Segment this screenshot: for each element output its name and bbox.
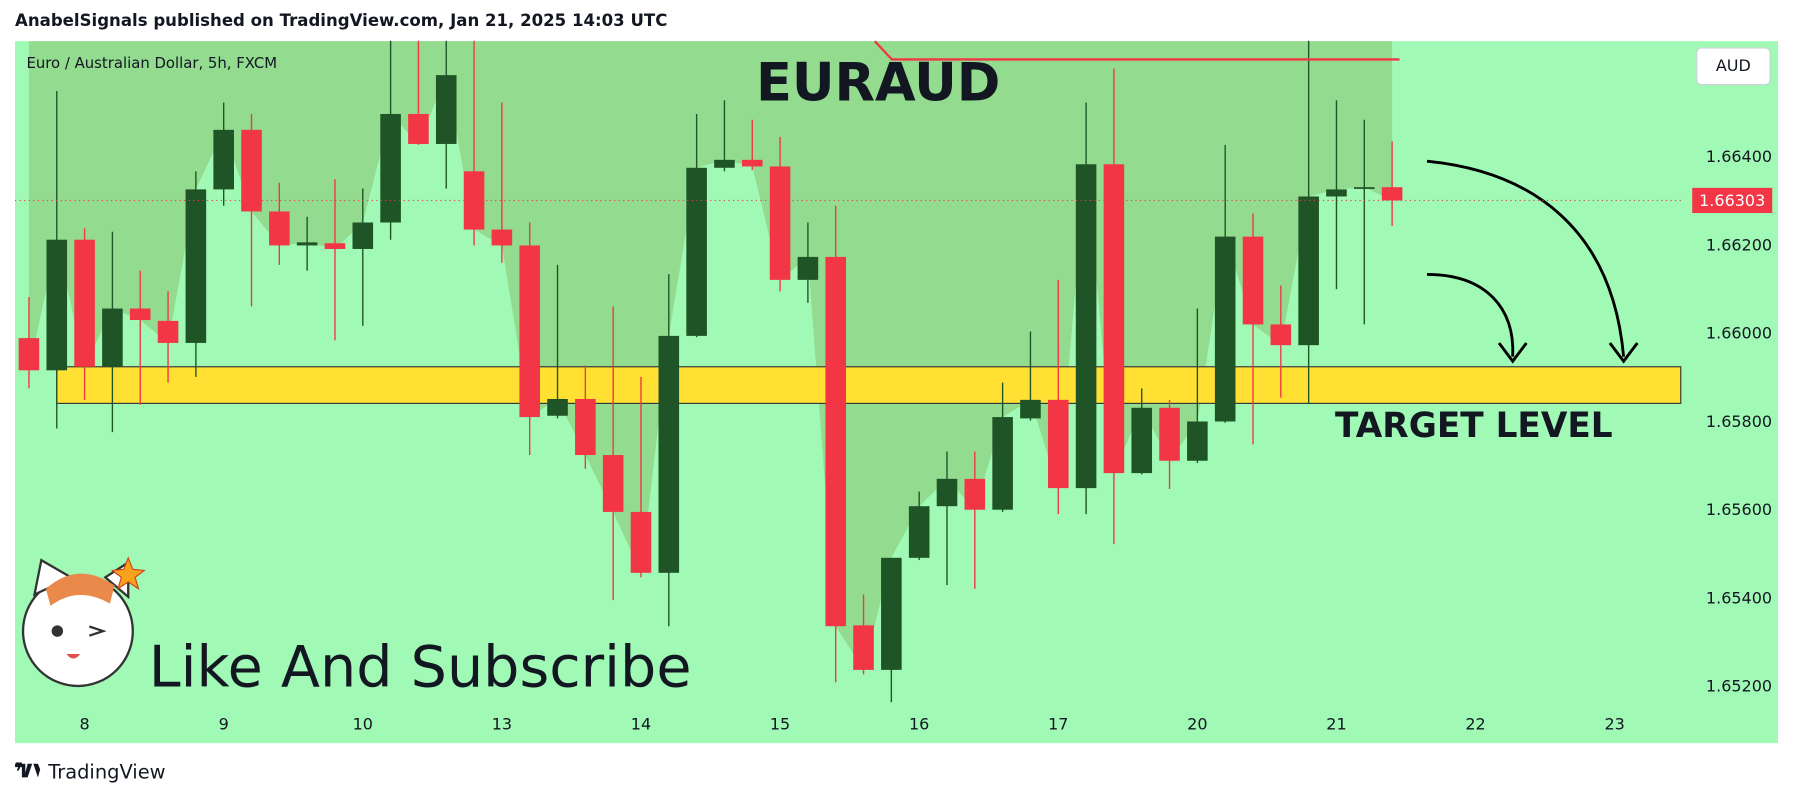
candle-body: [881, 557, 902, 670]
cat-sticker: [21, 556, 146, 688]
logo-icon: [15, 763, 41, 778]
candle-body: [129, 308, 151, 321]
x-tick-label: 8: [79, 714, 89, 733]
candle-body: [1381, 187, 1403, 201]
candle-body: [992, 417, 1013, 510]
target-zone: [56, 366, 1682, 404]
candle-body: [575, 398, 596, 456]
candle-body: [853, 625, 874, 670]
candle-body: [46, 239, 68, 371]
price-tag-label: 1.66303: [1699, 191, 1765, 210]
candle-body: [1214, 236, 1236, 422]
candle-body: [157, 320, 179, 343]
candle-body: [18, 338, 40, 371]
arrow-curve: [1426, 159, 1626, 357]
candle-body: [213, 129, 234, 190]
candle-body: [1298, 196, 1319, 346]
candle-body: [352, 222, 374, 249]
x-tick-label: 9: [219, 714, 229, 733]
candle-body: [185, 189, 207, 343]
candle-body: [630, 511, 652, 573]
x-tick-label: 22: [1465, 714, 1485, 733]
arrow-head: [1608, 342, 1639, 364]
candle-body: [241, 129, 262, 212]
area-layer: [28, 41, 1393, 670]
drawing-line: [873, 40, 1400, 61]
candle-body: [964, 478, 986, 510]
publish-header: AnabelSignals published on TradingView.c…: [15, 11, 667, 30]
x-tick-label: 16: [909, 714, 929, 733]
x-tick-label: 13: [492, 714, 512, 733]
x-tick-label: 20: [1187, 714, 1207, 733]
x-tick-label: 14: [631, 714, 651, 733]
candle-body: [463, 171, 485, 230]
candle-body: [769, 166, 791, 280]
candle-body: [714, 159, 735, 168]
zone-label: TARGET LEVEL: [1335, 406, 1613, 446]
annotation: Like And Subscribe: [149, 635, 692, 701]
logo-mark: ⁷: [15, 761, 23, 782]
y-tick-label: 1.65200: [1706, 677, 1772, 696]
candle-body: [1131, 407, 1153, 474]
footer-logo: TradingView: [47, 760, 165, 783]
candle-body: [825, 256, 847, 627]
candle-body: [1020, 399, 1041, 419]
candle-body: [1103, 164, 1125, 474]
candle-body: [1270, 324, 1292, 346]
chart-title: EURAUD: [756, 52, 1001, 113]
candle-body: [1187, 421, 1208, 461]
arrow-head: [1497, 342, 1528, 364]
currency-label[interactable]: AUD: [1716, 56, 1751, 75]
x-tick-label: 15: [770, 714, 790, 733]
candle-body: [269, 211, 290, 246]
y-tick-label: 1.66000: [1706, 324, 1772, 343]
zone-layer: [56, 366, 1682, 404]
candle-body: [908, 506, 930, 558]
axis-layer: 1.66303 1.66400 1.66200 1.66000 1.65800 1.656…: [15, 147, 1773, 733]
x-tick-label: 17: [1048, 714, 1068, 733]
candle-body: [1326, 189, 1347, 197]
currency-button[interactable]: [1696, 47, 1771, 86]
candle-body: [741, 159, 763, 167]
x-tick-label: 10: [353, 714, 373, 733]
candle-body: [1353, 187, 1375, 189]
candle-body: [324, 243, 346, 249]
candle-body: [797, 256, 819, 280]
candle-body: [547, 398, 568, 416]
candle-body: [1159, 407, 1180, 461]
candle-body: [1242, 236, 1264, 325]
candle-body: [435, 75, 457, 144]
y-tick-label: 1.65400: [1706, 588, 1772, 607]
candle-body: [380, 113, 401, 223]
candle-body: [1047, 399, 1069, 489]
y-tick-label: 1.65600: [1706, 500, 1772, 519]
shaded-area: [28, 41, 1393, 670]
x-tick-label: 23: [1604, 714, 1624, 733]
candle-layer: [18, 40, 1403, 703]
candle-body: [102, 308, 123, 367]
candle-body: [296, 242, 318, 246]
candle-body: [1075, 164, 1097, 489]
candle-body: [408, 113, 429, 144]
candle-body: [602, 455, 624, 512]
x-tick-label: 21: [1326, 714, 1346, 733]
y-tick-label: 1.65800: [1706, 412, 1772, 431]
price-tag: [1692, 187, 1773, 214]
y-tick-label: 1.66200: [1706, 235, 1772, 254]
y-tick-label: 1.66400: [1706, 147, 1772, 166]
candle-body: [658, 335, 680, 573]
candle-body: [519, 245, 540, 418]
candle-body: [936, 478, 958, 507]
candle-body: [74, 239, 95, 367]
arrow-curve: [1426, 272, 1515, 357]
candle-body: [491, 229, 513, 246]
symbol-label: Euro / Australian Dollar, 5h, FXCM: [26, 54, 277, 72]
candle-body: [686, 167, 707, 336]
